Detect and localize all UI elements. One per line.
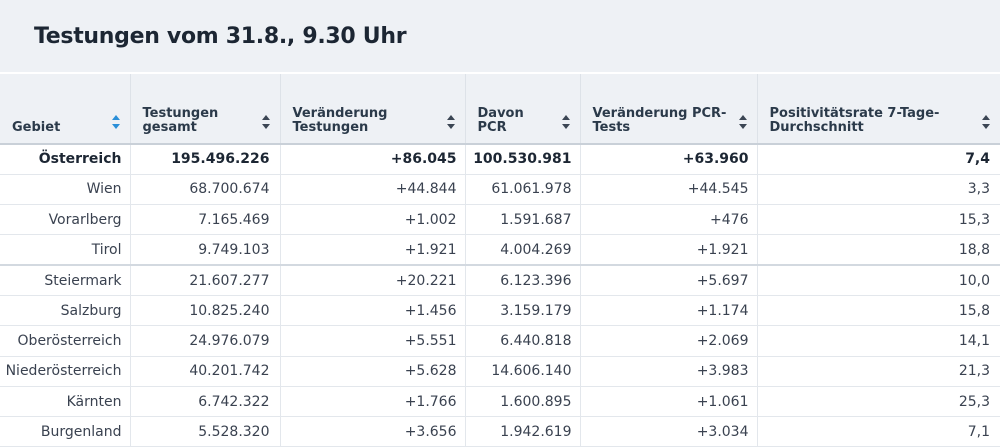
cell-pcr-change: +3.034	[580, 416, 758, 447]
cell-region: Österreich	[0, 144, 131, 175]
cell-positivity: 7,4	[757, 144, 1000, 175]
table-body: Österreich 195.496.226 +86.045 100.530.981 +…	[0, 144, 1000, 447]
cell-pcr: 14.606.140	[465, 356, 581, 387]
column-header-label: Veränderung PCR-Tests	[592, 106, 727, 135]
cell-change: +5.551	[280, 325, 466, 357]
cell-change: +1.766	[280, 386, 466, 418]
table-row: Kärnten 6.742.322 +1.766 1.600.895 +1.061 25,…	[0, 386, 1000, 418]
column-header-positivitaetsrate[interactable]: Positivitätsrate 7-Tage-Durchschnitt	[757, 74, 1000, 145]
cell-positivity: 7,1	[757, 416, 1000, 447]
cell-total: 9.749.103	[130, 234, 281, 266]
table-row: Vorarlberg 7.165.469 +1.002 1.591.687 +476 15…	[0, 204, 1000, 236]
cell-pcr-change: +2.069	[580, 325, 758, 357]
table-row: Steiermark 21.607.277 +20.221 6.123.396 +5.6…	[0, 264, 1000, 296]
cell-pcr: 1.600.895	[465, 386, 581, 418]
cell-region: Salzburg	[0, 295, 131, 327]
sort-icon[interactable]	[561, 115, 570, 129]
cell-total: 7.165.469	[130, 204, 281, 236]
cell-region: Niederösterreich	[0, 356, 131, 387]
cell-pcr: 100.530.981	[465, 144, 581, 175]
cell-pcr: 6.440.818	[465, 325, 581, 357]
column-header-label: Gebiet	[12, 120, 61, 135]
cell-change: +5.628	[280, 356, 466, 387]
cell-pcr-change: +5.697	[580, 264, 758, 296]
cell-total: 10.825.240	[130, 295, 281, 327]
cell-region: Steiermark	[0, 264, 131, 296]
cell-positivity: 15,3	[757, 204, 1000, 236]
cell-change: +20.221	[280, 264, 466, 296]
column-header-label: Veränderung Testungen	[292, 106, 388, 135]
column-header-testungen-gesamt[interactable]: Testungen gesamt	[130, 74, 281, 145]
cell-total: 40.201.742	[130, 356, 281, 387]
cell-region: Oberösterreich	[0, 325, 131, 357]
cell-positivity: 3,3	[757, 174, 1000, 206]
cell-region: Wien	[0, 174, 131, 206]
table-row: Burgenland 5.528.320 +3.656 1.942.619 +3.034…	[0, 416, 1000, 447]
table-row: Niederösterreich 40.201.742 +5.628 14.606.1…	[0, 356, 1000, 387]
cell-positivity: 25,3	[757, 386, 1000, 418]
cell-pcr-change: +63.960	[580, 144, 758, 175]
sort-icon[interactable]	[261, 115, 270, 129]
cell-total: 195.496.226	[130, 144, 281, 175]
table-row: Salzburg 10.825.240 +1.456 3.159.179 +1.174 1…	[0, 295, 1000, 327]
cell-pcr: 3.159.179	[465, 295, 581, 327]
cell-change: +44.844	[280, 174, 466, 206]
cell-positivity: 10,0	[757, 264, 1000, 296]
column-header-label: Positivitätsrate 7-Tage-Durchschnitt	[769, 106, 940, 135]
column-header-veraenderung-testungen[interactable]: Veränderung Testungen	[280, 74, 466, 145]
cell-positivity: 15,8	[757, 295, 1000, 327]
cell-pcr-change: +1.921	[580, 234, 758, 266]
cell-change: +86.045	[280, 144, 466, 175]
cell-pcr-change: +1.174	[580, 295, 758, 327]
page-title: Testungen vom 31.8., 9.30 Uhr	[34, 23, 407, 49]
cell-region: Vorarlberg	[0, 204, 131, 236]
cell-total: 5.528.320	[130, 416, 281, 447]
cell-total: 21.607.277	[130, 264, 281, 296]
cell-pcr-change: +1.061	[580, 386, 758, 418]
cell-pcr: 1.942.619	[465, 416, 581, 447]
cell-total: 68.700.674	[130, 174, 281, 206]
cell-region: Tirol	[0, 234, 131, 266]
cell-pcr: 6.123.396	[465, 264, 581, 296]
cell-pcr: 61.061.978	[465, 174, 581, 206]
cell-pcr-change: +476	[580, 204, 758, 236]
column-header-label: Testungen gesamt	[142, 106, 219, 135]
column-header-gebiet[interactable]: Gebiet	[0, 74, 131, 145]
cell-change: +1.456	[280, 295, 466, 327]
testing-table: Gebiet Testungen gesamt Veränderung Test…	[0, 74, 1000, 447]
cell-pcr-change: +3.983	[580, 356, 758, 387]
cell-change: +1.921	[280, 234, 466, 266]
table-row: Wien 68.700.674 +44.844 61.061.978 +44.545 3,…	[0, 174, 1000, 206]
cell-region: Burgenland	[0, 416, 131, 447]
cell-pcr-change: +44.545	[580, 174, 758, 206]
cell-positivity: 14,1	[757, 325, 1000, 357]
column-header-davon-pcr[interactable]: Davon PCR	[465, 74, 581, 145]
cell-positivity: 21,3	[757, 356, 1000, 387]
sort-icon[interactable]	[446, 115, 455, 129]
sort-icon[interactable]	[982, 115, 990, 129]
title-bar: Testungen vom 31.8., 9.30 Uhr	[0, 0, 1000, 72]
cell-change: +3.656	[280, 416, 466, 447]
header-row: Gebiet Testungen gesamt Veränderung Test…	[0, 74, 1000, 145]
column-header-veraenderung-pcr[interactable]: Veränderung PCR-Tests	[580, 74, 758, 145]
cell-pcr: 4.004.269	[465, 234, 581, 266]
table-row: Österreich 195.496.226 +86.045 100.530.981 +…	[0, 144, 1000, 175]
cell-pcr: 1.591.687	[465, 204, 581, 236]
sort-icon[interactable]	[111, 115, 120, 129]
table-row: Oberösterreich 24.976.079 +5.551 6.440.818 +…	[0, 325, 1000, 357]
cell-change: +1.002	[280, 204, 466, 236]
cell-total: 24.976.079	[130, 325, 281, 357]
sort-icon[interactable]	[738, 115, 747, 129]
cell-positivity: 18,8	[757, 234, 1000, 266]
cell-region: Kärnten	[0, 386, 131, 418]
column-header-label: Davon PCR	[477, 106, 524, 135]
table-row: Tirol 9.749.103 +1.921 4.004.269 +1.921 18,8	[0, 234, 1000, 266]
cell-total: 6.742.322	[130, 386, 281, 418]
